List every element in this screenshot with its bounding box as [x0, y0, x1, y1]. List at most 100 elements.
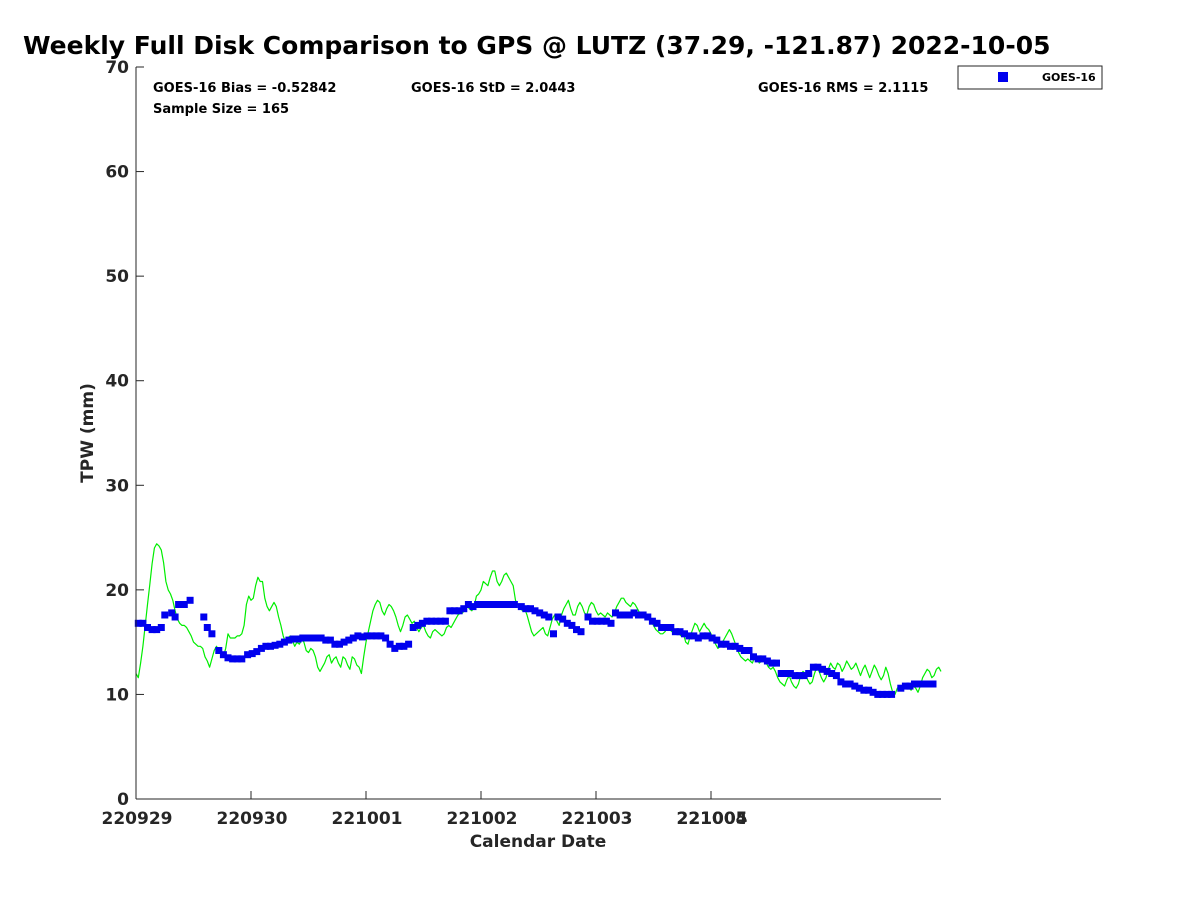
goes-data-point — [171, 613, 179, 621]
goes-data-point — [667, 624, 675, 631]
goes-data-point — [455, 607, 463, 615]
goes-data-point — [736, 644, 744, 652]
legend-goes-label: GOES-16 — [1042, 71, 1096, 84]
x-axis: 220929 220930 221001 221002 221003 2210042210… — [102, 791, 941, 829]
goes-data-point — [545, 613, 553, 621]
goes-data-point — [589, 617, 596, 625]
goes-data-point — [805, 670, 813, 677]
goes-data-point — [299, 634, 307, 642]
x-tick-label: 221004 — [677, 809, 748, 829]
goes-data-point — [786, 670, 794, 677]
y-tick-label: 70 — [105, 58, 129, 78]
goes-data-point — [639, 611, 647, 619]
goes-data-point — [280, 638, 288, 646]
goes-data-point — [690, 632, 698, 640]
goes-data-point — [349, 634, 357, 642]
goes-data-point — [285, 636, 293, 644]
goes-data-point — [474, 601, 482, 608]
goes-data-point — [630, 609, 638, 617]
goes-data-point — [219, 651, 227, 659]
goes-data-point — [372, 632, 380, 640]
goes-data-point — [536, 609, 544, 617]
goes-data-point — [336, 640, 343, 648]
goes-data-point — [506, 601, 514, 608]
y-tick-label: 60 — [105, 163, 129, 183]
goes-data-point — [313, 634, 321, 642]
goes-data-point — [492, 601, 500, 608]
goes-data-point — [215, 647, 223, 654]
goes-data-point — [745, 647, 753, 654]
goes-data-point — [625, 611, 633, 619]
goes-data-point — [671, 628, 679, 636]
y-tick-label: 0 — [117, 790, 129, 810]
goes-data-point — [819, 665, 826, 673]
goes-data-point — [740, 647, 748, 654]
goes-data-point — [203, 624, 211, 631]
goes-data-point — [340, 638, 348, 646]
goes-data-point — [469, 603, 477, 611]
goes-data-point — [782, 670, 790, 677]
goes-data-point — [322, 636, 330, 644]
goes-data-point — [540, 611, 548, 619]
goes-data-point — [290, 635, 298, 643]
y-tick-label: 50 — [105, 267, 129, 287]
goes-data-point — [451, 607, 459, 615]
goes-data-point — [906, 682, 914, 690]
goes-data-point — [303, 634, 311, 642]
goes-data-point — [517, 603, 525, 611]
goes-data-point — [148, 626, 156, 634]
plot-area — [134, 67, 942, 799]
goes-data-point — [550, 630, 557, 638]
goes-data-point — [559, 615, 567, 623]
goes-data-point — [777, 670, 785, 677]
goes-data-point — [846, 680, 854, 688]
goes-data-point — [616, 611, 624, 619]
goes-data-point — [796, 672, 803, 680]
goes-data-point — [644, 613, 652, 621]
goes-data-point — [531, 607, 539, 615]
goes-data-point — [860, 686, 868, 694]
goes-data-point — [855, 684, 863, 692]
goes-data-point — [722, 640, 730, 648]
goes-data-point — [727, 642, 734, 650]
goes-data-point — [238, 655, 246, 663]
goes-data-point — [257, 644, 265, 652]
bias-stat: GOES-16 Bias = -0.52842 — [153, 81, 336, 96]
goes-data-point — [157, 624, 165, 631]
goes-data-point — [704, 632, 711, 640]
goes-data-point — [554, 613, 562, 621]
goes-data-point — [750, 653, 757, 661]
goes-data-point — [754, 655, 762, 663]
goes-data-point — [186, 596, 194, 604]
goes-data-point — [400, 642, 408, 650]
goes-data-point — [800, 672, 808, 680]
goes-data-point — [842, 680, 850, 688]
goes-data-point — [354, 632, 362, 640]
goes-data-point — [731, 642, 739, 650]
goes-data-point — [363, 632, 371, 640]
goes-data-point — [501, 601, 509, 608]
goes-data-point — [573, 626, 580, 634]
goes-data-point — [208, 630, 216, 638]
goes-data-point — [837, 678, 845, 686]
goes-data-point — [276, 640, 284, 648]
goes-data-point — [869, 688, 877, 696]
goes-data-point — [134, 619, 142, 627]
goes-data-point — [522, 605, 530, 613]
goes-data-point — [809, 663, 817, 671]
goes-data-point — [929, 680, 937, 688]
goes-data-point — [386, 640, 394, 648]
goes-data-point — [563, 619, 571, 627]
goes-data-point — [653, 619, 661, 627]
goes-data-point — [200, 613, 208, 621]
goes-data-point — [717, 640, 725, 648]
y-axis: 0 10 20 30 40 50 60 70 — [105, 58, 144, 810]
goes-data-point — [584, 613, 592, 621]
goes-data-point — [768, 659, 776, 667]
x-tick-label: 220930 — [217, 809, 288, 829]
legend-box — [957, 65, 1103, 90]
goes-data-point — [368, 632, 376, 640]
goes-data-point — [478, 601, 486, 608]
goes-data-point — [648, 617, 656, 625]
